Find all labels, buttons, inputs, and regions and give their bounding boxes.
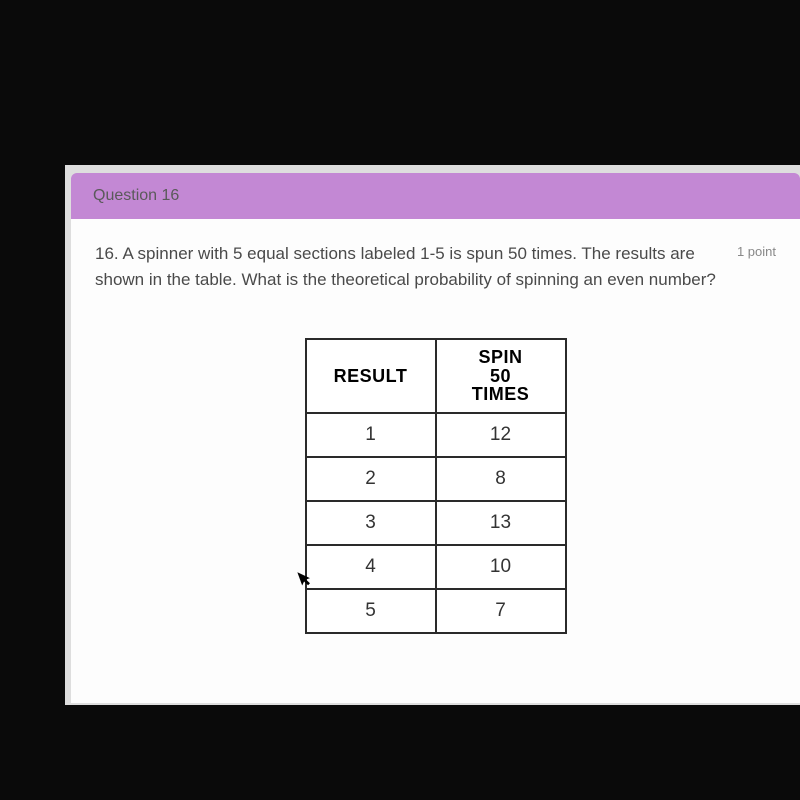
col-header-spins-l1: SPIN [457,348,545,367]
quiz-viewport: Question 16 16. A spinner with 5 equal s… [65,165,800,705]
cell-count: 10 [436,545,566,589]
question-points: 1 point [737,244,776,259]
table-row: 4 10 [306,545,566,589]
cell-count: 7 [436,589,566,633]
table-container: RESULT SPIN 50 TIMES 1 12 2 [95,338,776,635]
question-text-row: 16. A spinner with 5 equal sections labe… [95,241,776,294]
question-number: 16. [95,244,119,263]
cell-count: 12 [436,413,566,457]
cell-count: 8 [436,457,566,501]
col-header-spins-l3: TIMES [457,385,545,404]
question-header-bar: Question 16 [71,173,800,219]
cell-result: 1 [306,413,436,457]
col-header-spins: SPIN 50 TIMES [436,339,566,414]
table-row: 1 12 [306,413,566,457]
cell-count: 13 [436,501,566,545]
table-header-row: RESULT SPIN 50 TIMES [306,339,566,414]
results-table: RESULT SPIN 50 TIMES 1 12 2 [305,338,567,635]
col-header-result: RESULT [306,339,436,414]
table-row: 3 13 [306,501,566,545]
question-header-title: Question 16 [93,187,179,204]
question-prompt: A spinner with 5 equal sections labeled … [95,244,716,289]
cell-result: 4 [306,545,436,589]
table-row: 5 7 [306,589,566,633]
cell-result: 3 [306,501,436,545]
cell-result: 5 [306,589,436,633]
table-row: 2 8 [306,457,566,501]
question-body: 16. A spinner with 5 equal sections labe… [71,219,800,703]
question-text: 16. A spinner with 5 equal sections labe… [95,241,725,294]
cell-result: 2 [306,457,436,501]
col-header-spins-l2: 50 [457,367,545,386]
